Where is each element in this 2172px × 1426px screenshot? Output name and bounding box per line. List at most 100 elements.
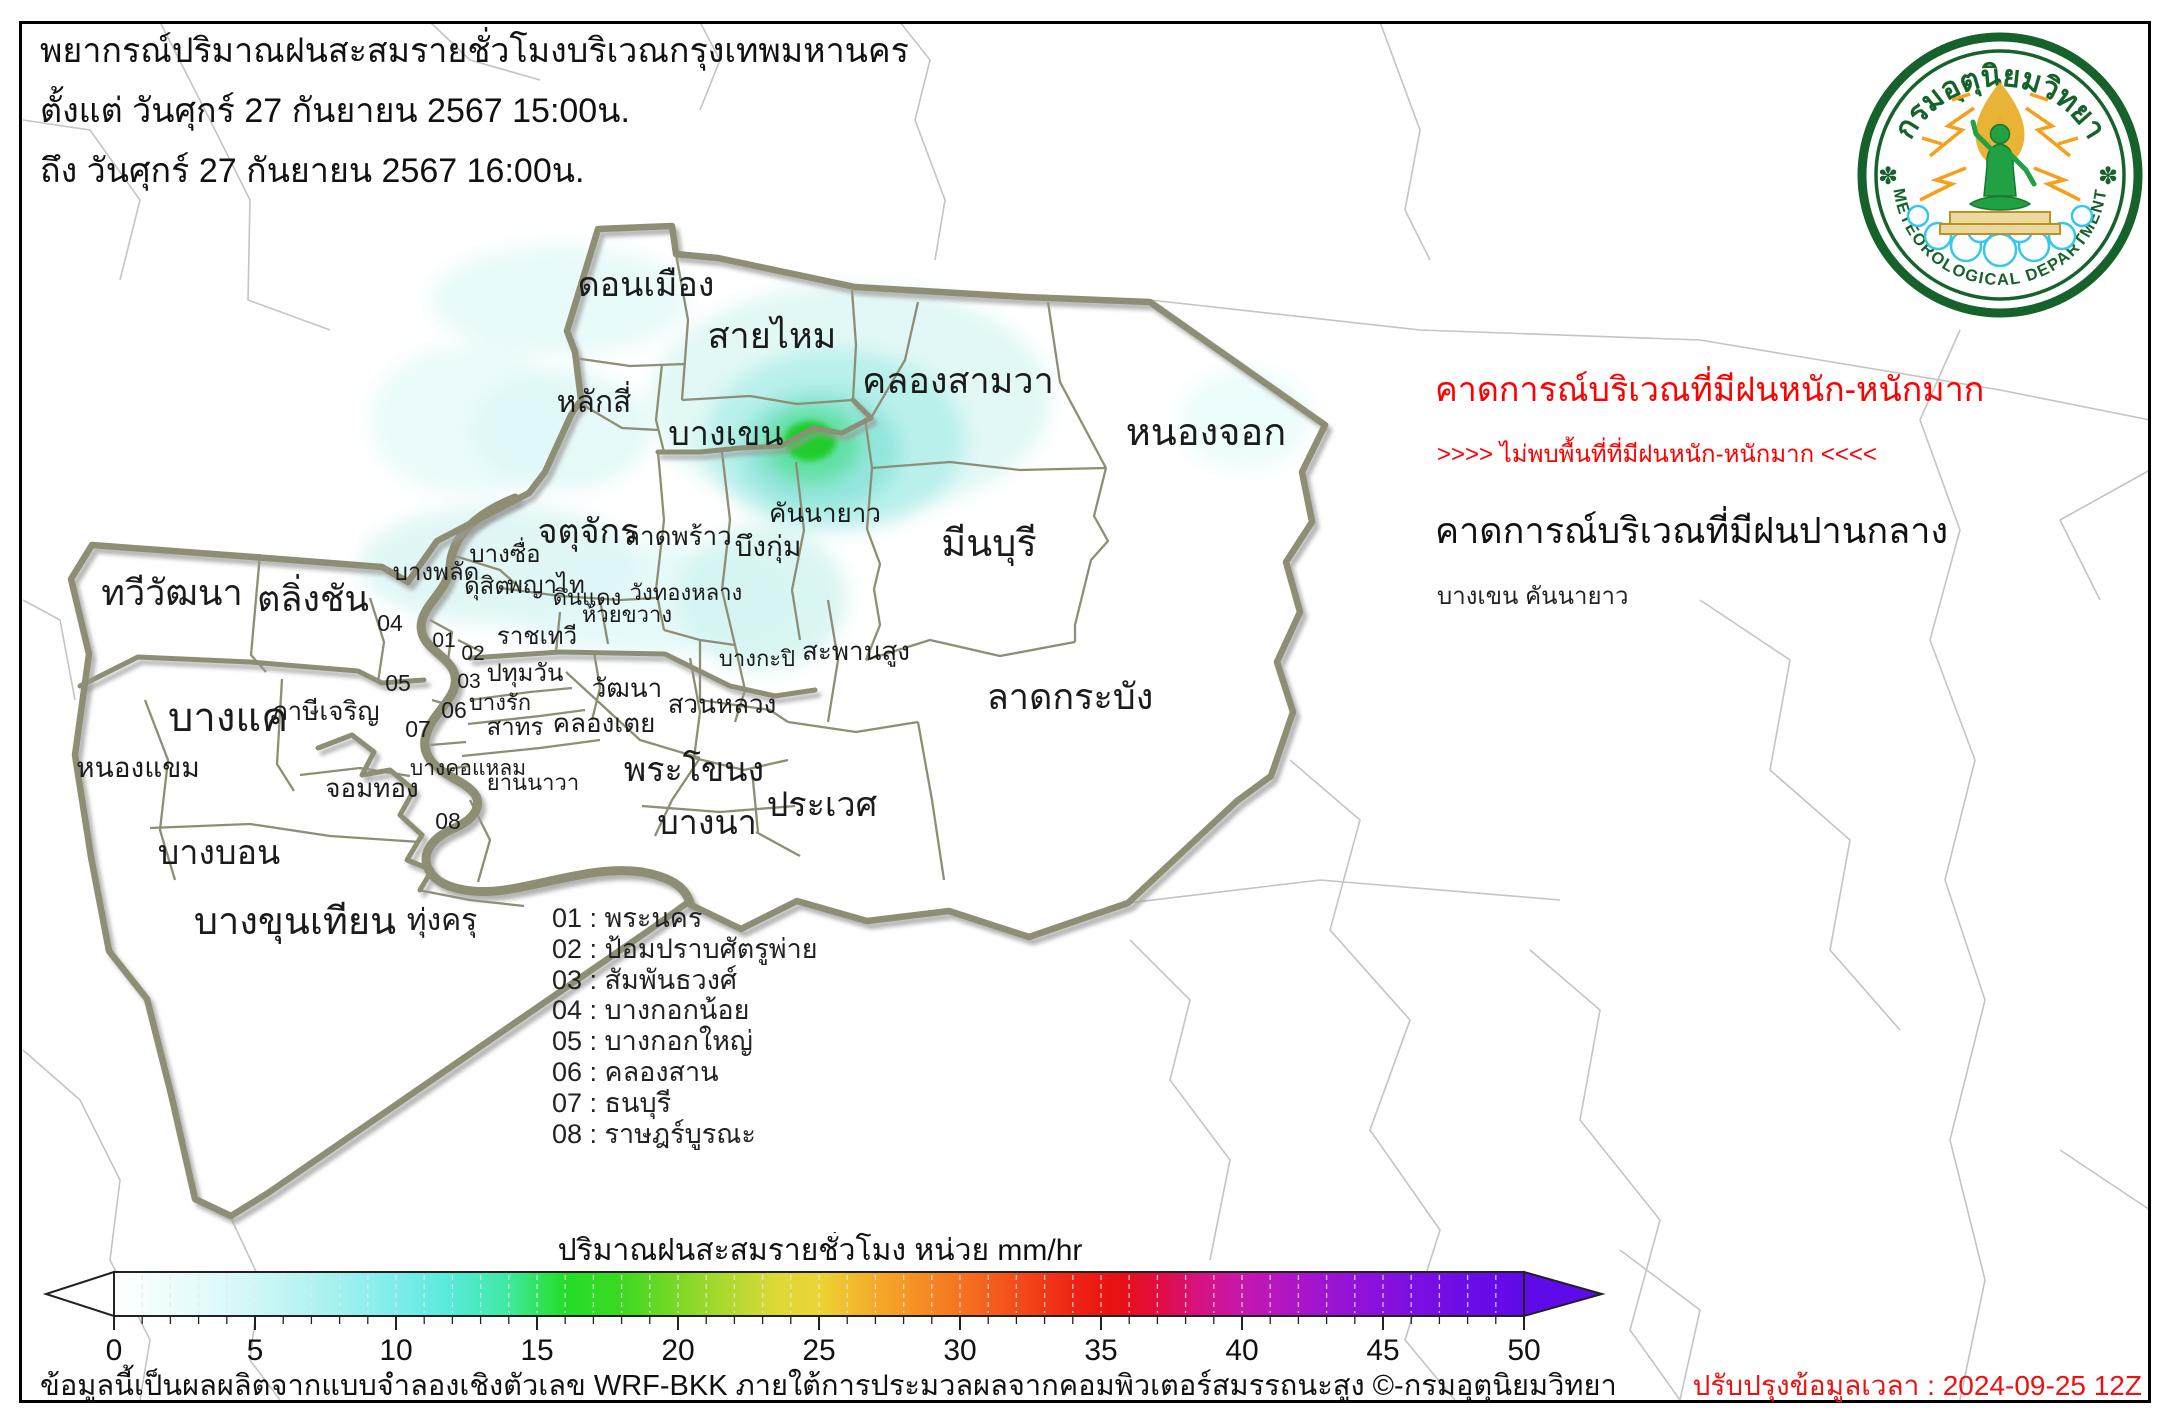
district-label: 05 [385, 670, 411, 696]
colorbar-tick-label: 10 [379, 1334, 412, 1367]
district-label: จตุจักร [538, 513, 639, 552]
district-label: 07 [405, 716, 431, 742]
heavy-rain-status: >>>> ไม่พบพื้นที่ที่มีฝนหนัก-หนักมาก <<<… [1437, 441, 1877, 468]
legend-item: 02 : ป้อมปราบศัตรูพ่าย [552, 933, 818, 964]
colorbar-tick-labels: 0 5 10 15 20 25 30 35 40 45 50 [106, 1334, 1541, 1367]
rain-blob [430, 245, 690, 355]
district-label: มีนบุรี [941, 523, 1037, 566]
title-block: พยากรณ์ปริมาณฝนสะสมรายชั่วโมงบริเวณกรุงเ… [40, 34, 909, 214]
colorbar-tick-label: 25 [802, 1334, 835, 1367]
district-borders-thick [77, 397, 874, 893]
district-label: วังทองหลาง [630, 580, 743, 605]
district-label: ภาษีเจริญ [270, 696, 379, 726]
logo-flower-left-icon: ✽ [1878, 163, 1898, 190]
district-label: 02 [461, 642, 484, 665]
logo-inner-ring [1874, 49, 2126, 301]
legend-item: 08 : ราษฎร์บูรณะ [552, 1118, 756, 1149]
colorbar-tick-label: 20 [661, 1334, 694, 1367]
colorbar-tick-label: 35 [1084, 1334, 1117, 1367]
legend-item: 01 : พระนคร [552, 903, 703, 933]
tmd-logo: กรมอุตุนิยมวิทยา METEOROLOGICAL DEPARTME… [1857, 32, 2143, 318]
district-label: 04 [377, 610, 403, 636]
moderate-rain-heading: คาดการณ์บริเวณที่มีฝนปานกลาง [1435, 510, 1949, 551]
legend-item: 07 : ธนบุรี [552, 1087, 672, 1118]
district-label: 06 [441, 697, 467, 723]
district-label: บางคอแหลม [410, 757, 526, 780]
district-label: บางรัก [469, 690, 531, 715]
district-label: บางพลัด [393, 559, 480, 586]
colorbar-title: ปริมาณฝนสะสมรายชั่วโมง หน่วย mm/hr [558, 1232, 1083, 1267]
district-label: หนองแขม [76, 752, 200, 783]
colorbar-tick-label: 15 [520, 1334, 553, 1367]
district-borders-thin [143, 253, 1110, 908]
district-label: บางซื่อ [469, 537, 540, 568]
district-label: ดุสิต [464, 573, 510, 601]
logo-flower-right-icon: ✽ [2098, 163, 2118, 190]
district-label: บางบอน [158, 834, 281, 872]
colorbar-tick-label: 50 [1507, 1334, 1540, 1367]
district-label: สะพานสูง [802, 636, 910, 667]
rain-blob [677, 526, 847, 670]
district-label: ดินแดง [553, 585, 622, 610]
district-label: บางนา [657, 804, 757, 842]
district-label: คันนายาว [769, 498, 881, 528]
heavy-rain-heading: คาดการณ์บริเวณที่มีฝนหนัก-หนักมาก [1435, 371, 1985, 409]
district-label: ปทุมวัน [487, 660, 564, 688]
district-label: บางกะปิ [719, 646, 795, 671]
district-label: พระโขนง [624, 750, 764, 789]
rainfall-colorbar: ปริมาณฝนสะสมรายชั่วโมง หน่วย mm/hr 0 5 10 1… [42, 1232, 1606, 1367]
rain-blob [470, 370, 650, 490]
district-label: คลองสามวา [862, 360, 1054, 401]
rainfall-intensity-blobs [360, 245, 1310, 670]
colorbar-unit-lines [141, 1275, 1497, 1313]
district-label: ราชเทวี [497, 623, 577, 650]
district-label: วัฒนา [592, 673, 662, 703]
district-label: พญาไท [507, 571, 585, 599]
district-label: สาทร [487, 714, 544, 741]
legend-item: 05 : บางกอกใหญ่ [552, 1026, 753, 1057]
district-label: ลาดกระบัง [987, 676, 1154, 717]
district-label: หนองจอก [1126, 412, 1287, 454]
district-label: สวนหลวง [668, 689, 777, 719]
colorbar-tick-label: 5 [247, 1334, 264, 1367]
district-label: 03 [457, 670, 480, 693]
district-label: ยานนาวา [487, 770, 579, 795]
title-line-2: ตั้งแต่ วันศุกร์ 27 กันยายน 2567 15:00น. [40, 92, 630, 130]
title-line-3: ถึง วันศุกร์ 27 กันยายน 2567 16:00น. [40, 152, 585, 190]
district-label: จอมทอง [325, 773, 418, 803]
footer-updated-timestamp: ปรับปรุงข้อมูลเวลา : 2024-09-25 12Z [1692, 1370, 2142, 1401]
footer-note: ข้อมูลนี้เป็นผลผลิตจากแบบจำลองเชิงตัวเลข… [40, 1370, 1617, 1402]
legend-item: 03 : สัมพันธวงศ์ [552, 964, 738, 995]
colorbar-tick-label: 30 [943, 1334, 976, 1367]
chao-phraya-river [416, 493, 695, 908]
district-label: ประเวศ [767, 786, 878, 824]
colorbar-tick-label: 45 [1366, 1334, 1399, 1367]
colorbar-left-arrow-icon [42, 1270, 115, 1318]
legend-item: 04 : บางกอกน้อย [552, 995, 750, 1026]
logo-deity-icon [1906, 82, 2094, 268]
district-label: บางเขน [668, 415, 783, 453]
bangkok-outer-boundary [67, 222, 1329, 1220]
colorbar-ticks [113, 1316, 1525, 1330]
colorbar-tick-label: 0 [106, 1334, 123, 1367]
title-line-1: พยากรณ์ปริมาณฝนสะสมรายชั่วโมงบริเวณกรุงเ… [40, 32, 909, 70]
district-label: ทวีวัฒนา [101, 572, 243, 613]
district-label: ทุ่งครุ [407, 904, 478, 939]
legend-item: 06 : คลองสาน [552, 1056, 719, 1087]
district-label: สายไหม [708, 315, 837, 356]
district-label: ห้วยขวาง [582, 602, 672, 627]
district-number-legend: 01 : พระนคร 02 : ป้อมปราบศัตรูพ่าย 03 : สั… [552, 903, 818, 1149]
colorbar-tick-label: 40 [1225, 1334, 1258, 1367]
district-label: 08 [435, 808, 461, 834]
district-label: ลาดพร้าว [624, 521, 732, 551]
district-label: บางขุนเทียน [194, 901, 396, 944]
district-label: 01 [432, 629, 455, 652]
district-label: ตลิ่งชัน [257, 574, 369, 619]
district-label: คลองเตย [553, 708, 656, 738]
district-label: บึงกุ่ม [735, 531, 802, 564]
district-label: บางแค [168, 696, 288, 740]
colorbar-right-arrow-icon [1523, 1270, 1606, 1318]
moderate-rain-areas: บางเขน คันนายาว [1437, 583, 1629, 610]
